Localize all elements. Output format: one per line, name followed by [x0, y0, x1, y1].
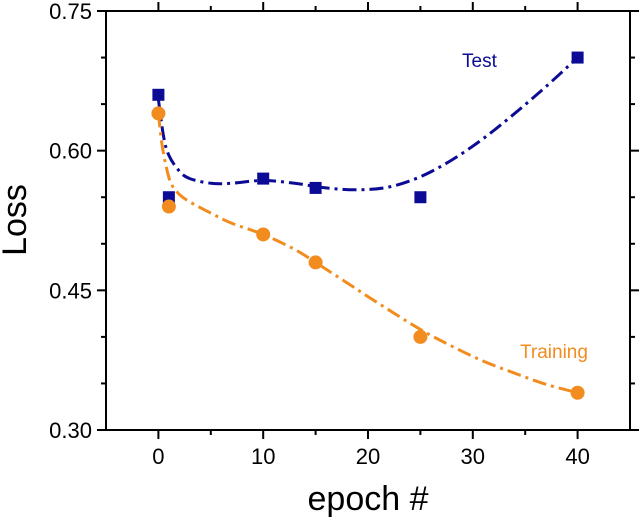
- training-point: [308, 255, 323, 270]
- test-fit-line: [156, 56, 579, 192]
- test-point: [152, 88, 165, 101]
- training-point: [256, 227, 271, 242]
- training-series-label: Training: [520, 342, 588, 363]
- y-tick-label: 0.60: [49, 139, 92, 164]
- test-point: [309, 181, 322, 194]
- y-axis-title: Loss: [0, 184, 34, 256]
- test-series-label: Test: [462, 51, 498, 72]
- x-tick-label: 20: [356, 444, 380, 469]
- training-point: [161, 199, 176, 214]
- y-tick-label: 0.45: [49, 278, 92, 303]
- x-tick-label: 30: [461, 444, 485, 469]
- y-tick-label: 0.75: [49, 0, 92, 24]
- plot-frame: [105, 10, 631, 431]
- x-axis-title: epoch #: [308, 480, 429, 518]
- training-fit-line: [156, 113, 578, 395]
- test-point: [414, 191, 427, 204]
- x-tick-label: 40: [565, 444, 589, 469]
- training-point: [413, 329, 428, 344]
- x-tick-label: 10: [251, 444, 275, 469]
- x-tick-label: 0: [152, 444, 164, 469]
- training-point: [570, 385, 585, 400]
- y-tick-label: 0.30: [49, 418, 92, 443]
- training-point: [151, 106, 166, 121]
- test-point: [257, 172, 270, 185]
- test-point: [571, 51, 584, 64]
